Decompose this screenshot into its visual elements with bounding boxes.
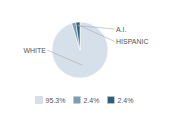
pie-slice [52,22,108,78]
legend-swatch [73,97,80,104]
slice-label: A.I. [116,26,127,33]
slice-label: HISPANIC [116,38,149,45]
slices [52,22,108,78]
pie-slice [76,22,80,50]
slice-label: WHITE [23,47,46,54]
legend-label: 2.4% [83,97,99,104]
pie-slice [72,22,80,50]
chart: WHITE A.I. HISPANIC 95.3% 2.4% 2.4% [0,0,169,134]
legend-label: 95.3% [46,97,66,104]
leader-line [47,50,82,65]
legend-swatch [36,97,43,104]
leader-line [78,25,115,42]
legend-label: 2.4% [117,97,133,104]
legend-swatch [107,97,114,104]
legend: 95.3% 2.4% 2.4% [36,97,134,104]
